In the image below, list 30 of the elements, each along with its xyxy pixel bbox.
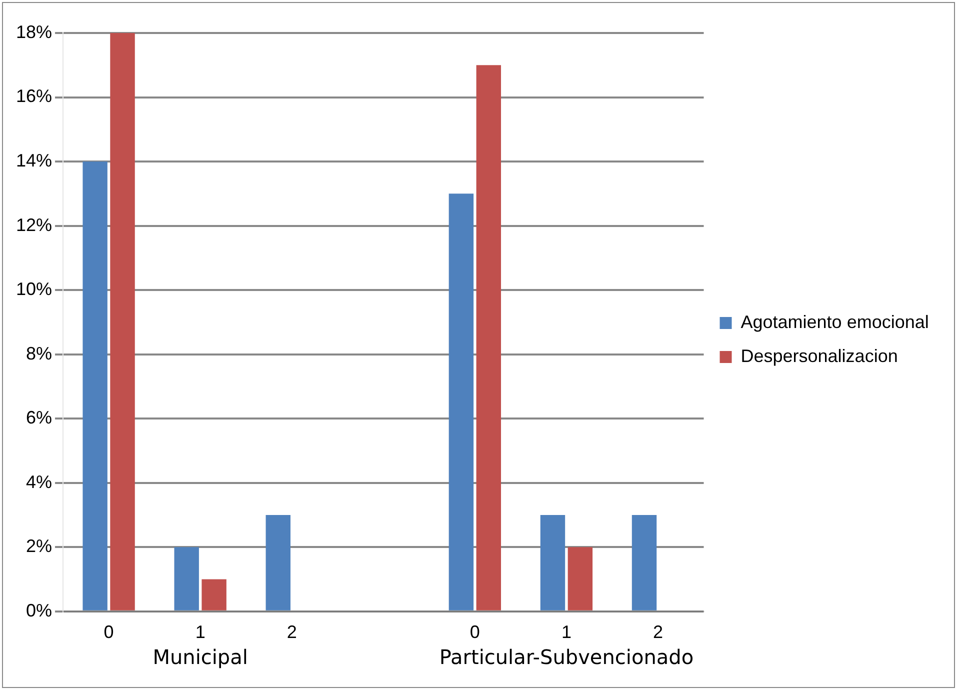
bar	[540, 515, 566, 610]
bar	[266, 515, 290, 610]
text: Particular-Subvencionado	[439, 645, 694, 670]
text: Municipal	[152, 645, 248, 670]
y-tick-label: 16%	[16, 86, 52, 106]
y-tick-label: 6%	[26, 408, 52, 428]
y-tick-label: 12%	[16, 214, 52, 235]
legend-label: Despersonalizacion	[740, 346, 898, 366]
bar	[202, 579, 226, 610]
x-tick-label: 1	[195, 622, 206, 642]
y-tick-label: 0%	[26, 600, 52, 620]
x-tick-label: 0	[104, 622, 114, 642]
x-tick-label: 2	[652, 622, 663, 642]
y-tick-label: 14%	[16, 150, 52, 170]
y-tick-label: 8%	[26, 343, 52, 364]
y-tick-label: 4%	[26, 472, 52, 492]
y-tick-label: 18%	[16, 22, 52, 42]
bar	[476, 65, 502, 610]
bar	[82, 162, 108, 610]
x-tick-label: 1	[561, 622, 572, 642]
x-tick-label: 0	[470, 622, 480, 642]
legend-label: Agotamiento emocional	[740, 312, 929, 332]
x-tick-label: 2	[286, 622, 297, 642]
y-tick-label: 2%	[26, 536, 52, 556]
bar	[568, 547, 593, 610]
bar	[632, 515, 657, 610]
bar	[174, 547, 199, 610]
bar	[448, 194, 474, 610]
y-tick-label: 10%	[16, 279, 52, 300]
bar	[110, 33, 135, 610]
